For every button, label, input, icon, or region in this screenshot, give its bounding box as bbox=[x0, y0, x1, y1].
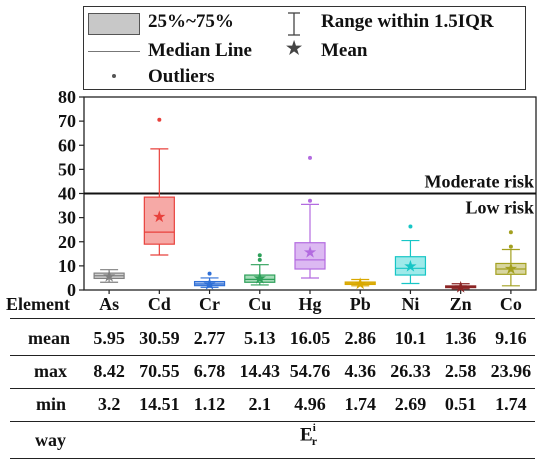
outlier-point bbox=[308, 155, 312, 160]
chart-legend: 25%~75% Median Line Outliers Range withi… bbox=[83, 6, 526, 90]
table-cell: 2.69 bbox=[394, 394, 427, 414]
table-cell: 4.36 bbox=[344, 361, 376, 381]
y-tick-label: 0 bbox=[67, 280, 76, 300]
table-rule bbox=[10, 421, 535, 423]
table-cell: 14.51 bbox=[139, 394, 180, 414]
mean-marker: ★ bbox=[403, 257, 417, 276]
outlier-point bbox=[257, 257, 262, 262]
y-tick-label: 40 bbox=[58, 184, 76, 204]
y-tick-label: 50 bbox=[58, 159, 76, 179]
table-cell: 30.59 bbox=[139, 328, 180, 348]
table-cell: 5.13 bbox=[244, 328, 276, 348]
table-cell: 6.78 bbox=[193, 361, 226, 381]
legend-median-label: Median Line bbox=[148, 40, 252, 61]
table-way-label: way bbox=[35, 430, 66, 450]
outlier-point bbox=[207, 271, 212, 276]
outlier-point bbox=[508, 244, 513, 249]
mean-marker: ★ bbox=[253, 269, 267, 288]
mean-marker: ★ bbox=[353, 274, 367, 293]
element-header-cell: Zn bbox=[449, 294, 472, 314]
table-cell: 70.55 bbox=[139, 361, 180, 381]
element-header-cell: Co bbox=[499, 294, 522, 314]
way-superscript: i bbox=[312, 422, 316, 434]
table-cell: 1.74 bbox=[344, 394, 376, 414]
legend-iqr-swatch bbox=[88, 13, 140, 35]
table-cell: 1.12 bbox=[193, 394, 226, 414]
table-cell: 2.58 bbox=[444, 361, 477, 381]
legend-median-swatch bbox=[88, 51, 140, 53]
table-cell: 0.51 bbox=[444, 394, 477, 414]
element-header-cell: Cd bbox=[147, 294, 171, 314]
element-header-cell: As bbox=[99, 294, 120, 314]
table-way-formula: Eir bbox=[300, 422, 321, 449]
box-iqr bbox=[294, 242, 326, 270]
table-cell: 8.42 bbox=[93, 361, 125, 381]
mean-marker: ★ bbox=[504, 259, 518, 278]
table-cell: 2.86 bbox=[344, 328, 376, 348]
table-cell: 54.76 bbox=[289, 361, 331, 381]
table-cell: 2.1 bbox=[248, 394, 272, 414]
table-header-label: Element bbox=[6, 294, 70, 314]
table-row-label: min bbox=[36, 394, 67, 414]
element-header-cell: Pb bbox=[349, 294, 371, 314]
legend-outliers-label: Outliers bbox=[148, 66, 215, 87]
y-tick-label: 60 bbox=[58, 135, 76, 155]
legend-outlier-swatch bbox=[112, 74, 116, 78]
legend-iqr-label: 25%~75% bbox=[148, 11, 234, 32]
table-row-label: mean bbox=[28, 328, 70, 348]
mean-marker: ★ bbox=[152, 207, 166, 226]
legend-mean-swatch: ★ bbox=[286, 38, 303, 58]
legend-range-label: Range within 1.5IQR bbox=[321, 11, 494, 32]
y-tick-label: 10 bbox=[58, 256, 76, 276]
table-cell: 23.96 bbox=[490, 361, 532, 381]
low-risk-label: Low risk bbox=[465, 198, 534, 218]
y-tick-label: 70 bbox=[58, 111, 76, 131]
moderate-risk-label: Moderate risk bbox=[425, 172, 534, 192]
box-iqr bbox=[394, 256, 427, 276]
mean-marker: ★ bbox=[453, 278, 467, 297]
table-cell: 1.74 bbox=[495, 394, 527, 414]
legend-range-swatch bbox=[288, 12, 300, 36]
table-rule bbox=[10, 355, 535, 357]
outlier-point bbox=[308, 198, 312, 203]
box-plot-chart: 0 10 20 30 40 50 60 70 80 Moderate risk Low risk ★ ★… bbox=[58, 87, 537, 300]
table-cell: 9.16 bbox=[495, 328, 527, 348]
table-cell: 16.05 bbox=[289, 328, 331, 348]
mean-marker: ★ bbox=[202, 274, 216, 293]
table-cell: 4.96 bbox=[294, 394, 326, 414]
outlier-point bbox=[157, 117, 162, 122]
box-iqr bbox=[244, 274, 276, 283]
table-cell: 1.36 bbox=[444, 328, 477, 348]
table-cell: 2.77 bbox=[193, 328, 226, 348]
element-header-cell: Cr bbox=[199, 294, 221, 314]
table-cell: 14.43 bbox=[239, 361, 281, 381]
table-cell: 5.95 bbox=[93, 328, 125, 348]
element-header-cell: Hg bbox=[298, 294, 322, 314]
way-symbol: E bbox=[300, 424, 313, 446]
y-tick-label: 30 bbox=[58, 208, 76, 228]
y-tick-label: 80 bbox=[58, 87, 76, 107]
way-subscript: r bbox=[311, 434, 318, 449]
outlier-point bbox=[408, 224, 413, 229]
mean-marker: ★ bbox=[102, 267, 116, 286]
outlier-point bbox=[257, 253, 262, 258]
table-row-label: max bbox=[34, 361, 67, 381]
element-header-cell: Ni bbox=[401, 294, 420, 314]
element-header-cell: Cu bbox=[248, 294, 272, 314]
table-rule bbox=[10, 388, 535, 390]
mean-marker: ★ bbox=[303, 242, 317, 261]
table-rule bbox=[10, 318, 535, 320]
table-rule bbox=[10, 458, 535, 460]
y-tick-label: 20 bbox=[58, 232, 76, 252]
box-iqr bbox=[143, 196, 175, 245]
legend-mean-label: Mean bbox=[321, 40, 368, 61]
table-cell: 3.2 bbox=[97, 394, 121, 414]
table-cell: 10.1 bbox=[394, 328, 427, 348]
outlier-point bbox=[508, 230, 513, 235]
table-cell: 26.33 bbox=[390, 361, 431, 381]
